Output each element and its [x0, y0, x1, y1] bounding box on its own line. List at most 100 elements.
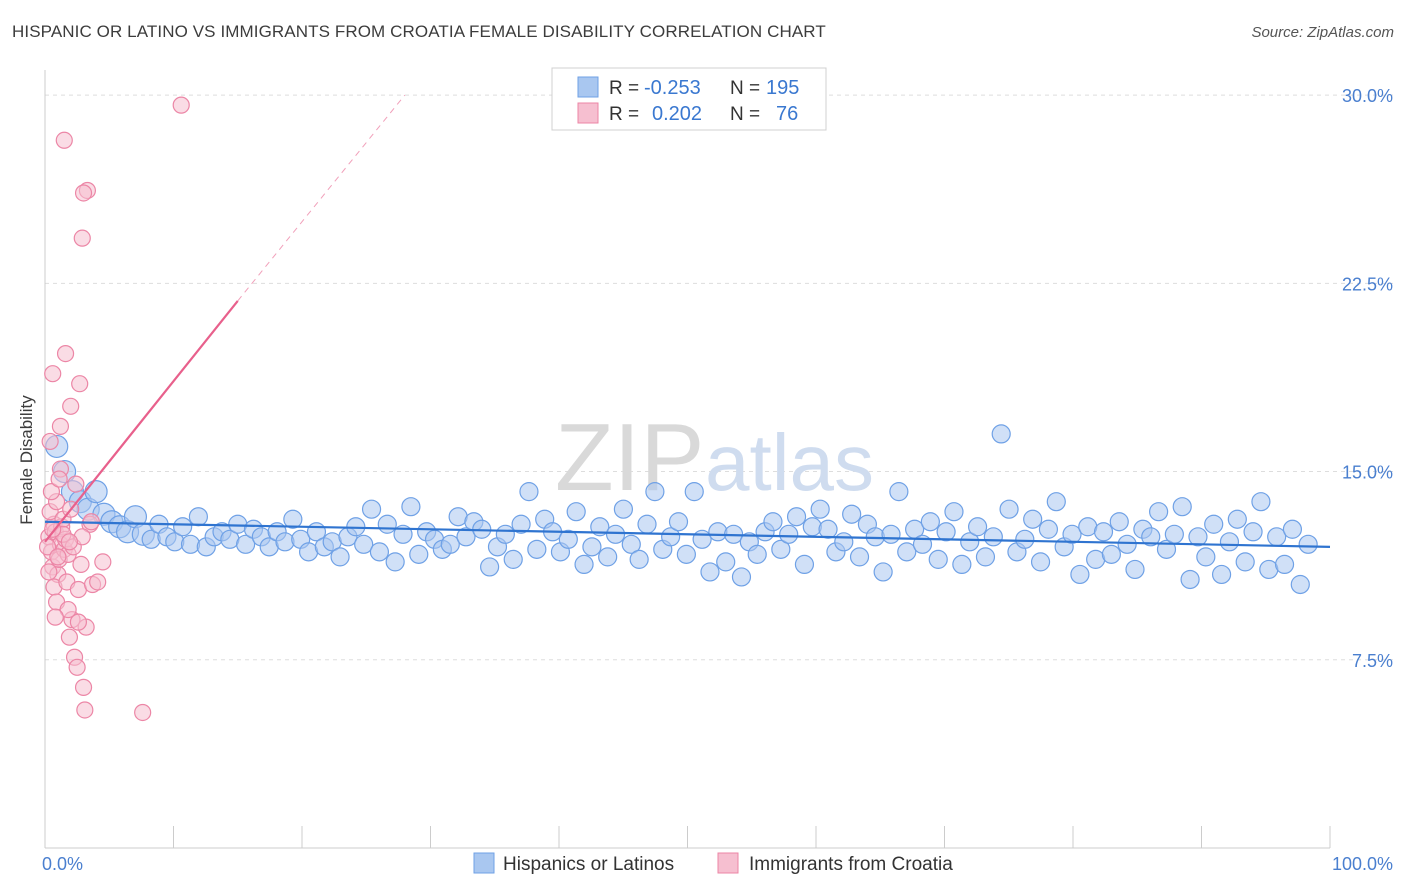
point-croatia-38 — [62, 397, 80, 415]
point-hispanics-125 — [1030, 552, 1051, 572]
point-hispanics-101 — [842, 504, 862, 524]
point-hispanics-91 — [763, 512, 783, 532]
point-hispanics-107 — [889, 482, 909, 502]
legend-swatch-croatia — [717, 852, 739, 874]
point-hispanics-120 — [991, 424, 1011, 444]
point-hispanics-158 — [1290, 574, 1310, 595]
y-tick-label-1: 15.0% — [1342, 463, 1393, 483]
point-hispanics-108 — [897, 542, 917, 562]
point-hispanics-145 — [1188, 527, 1208, 547]
point-hispanics-119 — [983, 527, 1003, 547]
point-croatia-42 — [73, 229, 91, 247]
point-hispanics-113 — [936, 522, 956, 542]
point-hispanics-136 — [1117, 534, 1137, 554]
point-croatia-36 — [71, 375, 89, 393]
point-hispanics-157 — [1282, 519, 1303, 539]
point-croatia-26 — [72, 555, 90, 574]
point-hispanics-57 — [495, 524, 515, 544]
point-croatia-59 — [60, 533, 79, 551]
point-hispanics-96 — [802, 517, 822, 537]
stats-r-value-1: -0.253 — [644, 77, 701, 99]
point-hispanics-72 — [613, 499, 634, 519]
y-tick-label-3: 30.0% — [1342, 86, 1393, 106]
point-hispanics-52 — [456, 527, 476, 547]
point-hispanics-76 — [645, 482, 665, 502]
point-hispanics-127 — [1046, 492, 1066, 512]
point-hispanics-58 — [503, 549, 523, 569]
point-hispanics-89 — [747, 544, 767, 564]
point-croatia-58 — [49, 548, 67, 566]
y-tick-label-0: 7.5% — [1352, 651, 1393, 671]
point-hispanics-152 — [1243, 522, 1263, 542]
point-hispanics-144 — [1180, 569, 1200, 590]
stats-legend: R = -0.253 N = 195 R = 0.202 N = 76 — [551, 67, 827, 131]
y-tick-label-2: 22.5% — [1342, 274, 1393, 294]
point-hispanics-93 — [779, 524, 799, 544]
stats-r-value-2: 0.202 — [652, 103, 702, 125]
point-croatia-52 — [46, 608, 64, 626]
point-hispanics-111 — [920, 512, 940, 532]
point-hispanics-133 — [1093, 522, 1114, 542]
point-hispanics-85 — [716, 552, 736, 572]
point-hispanics-114 — [944, 502, 964, 522]
point-hispanics-83 — [700, 562, 720, 582]
series-croatia-points — [38, 96, 190, 722]
point-hispanics-50 — [440, 534, 460, 554]
point-hispanics-5 — [84, 480, 108, 504]
series-legend: Hispanics or Latinos Immigrants from Cro… — [473, 852, 953, 875]
watermark-atlas: atlas — [705, 418, 874, 507]
chart-title: HISPANIC OR LATINO VS IMMIGRANTS FROM CR… — [12, 22, 826, 41]
point-croatia-30 — [68, 658, 86, 676]
stats-r-label-1: R = — [609, 78, 639, 99]
point-hispanics-143 — [1172, 497, 1192, 517]
point-hispanics-40 — [361, 499, 382, 519]
point-hispanics-29 — [275, 532, 295, 552]
point-hispanics-74 — [629, 549, 649, 569]
point-hispanics-118 — [975, 547, 996, 567]
watermark-zip: ZIP — [555, 404, 704, 511]
point-croatia-50 — [89, 573, 107, 591]
stats-swatch-blue — [577, 76, 599, 98]
point-hispanics-102 — [849, 547, 870, 567]
point-hispanics-156 — [1274, 554, 1295, 575]
x-tick-labels: 0.0% 100.0% — [42, 854, 1393, 874]
point-hispanics-116 — [960, 532, 980, 552]
point-hispanics-81 — [684, 482, 704, 502]
point-croatia-49 — [94, 553, 112, 571]
trend-croatia — [44, 300, 239, 543]
point-hispanics-39 — [354, 534, 374, 554]
point-croatia-10 — [42, 483, 61, 501]
point-hispanics-79 — [668, 512, 689, 532]
y-tick-labels: 7.5% 15.0% 22.5% 30.0% — [1342, 86, 1393, 671]
legend-label-croatia: Immigrants from Croatia — [749, 854, 953, 875]
point-hispanics-84 — [708, 522, 728, 542]
point-hispanics-129 — [1062, 524, 1082, 544]
point-hispanics-92 — [771, 539, 791, 559]
axes — [44, 70, 1331, 849]
point-hispanics-68 — [582, 537, 602, 557]
point-hispanics-61 — [527, 539, 547, 559]
point-hispanics-17 — [180, 534, 201, 554]
point-croatia-43 — [172, 96, 190, 114]
point-hispanics-97 — [810, 499, 830, 519]
point-hispanics-139 — [1141, 527, 1161, 547]
x-tick-label-0: 0.0% — [42, 854, 83, 874]
legend-label-hispanics: Hispanics or Latinos — [503, 854, 674, 875]
point-hispanics-140 — [1149, 502, 1169, 522]
stats-n-label-1: N = — [730, 78, 760, 99]
point-hispanics-65 — [558, 529, 578, 549]
point-croatia-21 — [67, 475, 85, 493]
point-hispanics-159 — [1298, 534, 1318, 554]
point-croatia-51 — [40, 563, 58, 581]
point-croatia-35 — [56, 344, 75, 363]
point-hispanics-106 — [881, 524, 901, 544]
point-hispanics-100 — [834, 532, 854, 552]
point-croatia-33 — [134, 703, 152, 722]
point-hispanics-151 — [1235, 552, 1255, 572]
point-croatia-41 — [74, 184, 93, 202]
point-hispanics-70 — [598, 547, 618, 567]
trend-croatia-extension — [237, 94, 406, 302]
point-hispanics-43 — [385, 552, 405, 572]
stats-n-value-1: 195 — [766, 77, 799, 99]
